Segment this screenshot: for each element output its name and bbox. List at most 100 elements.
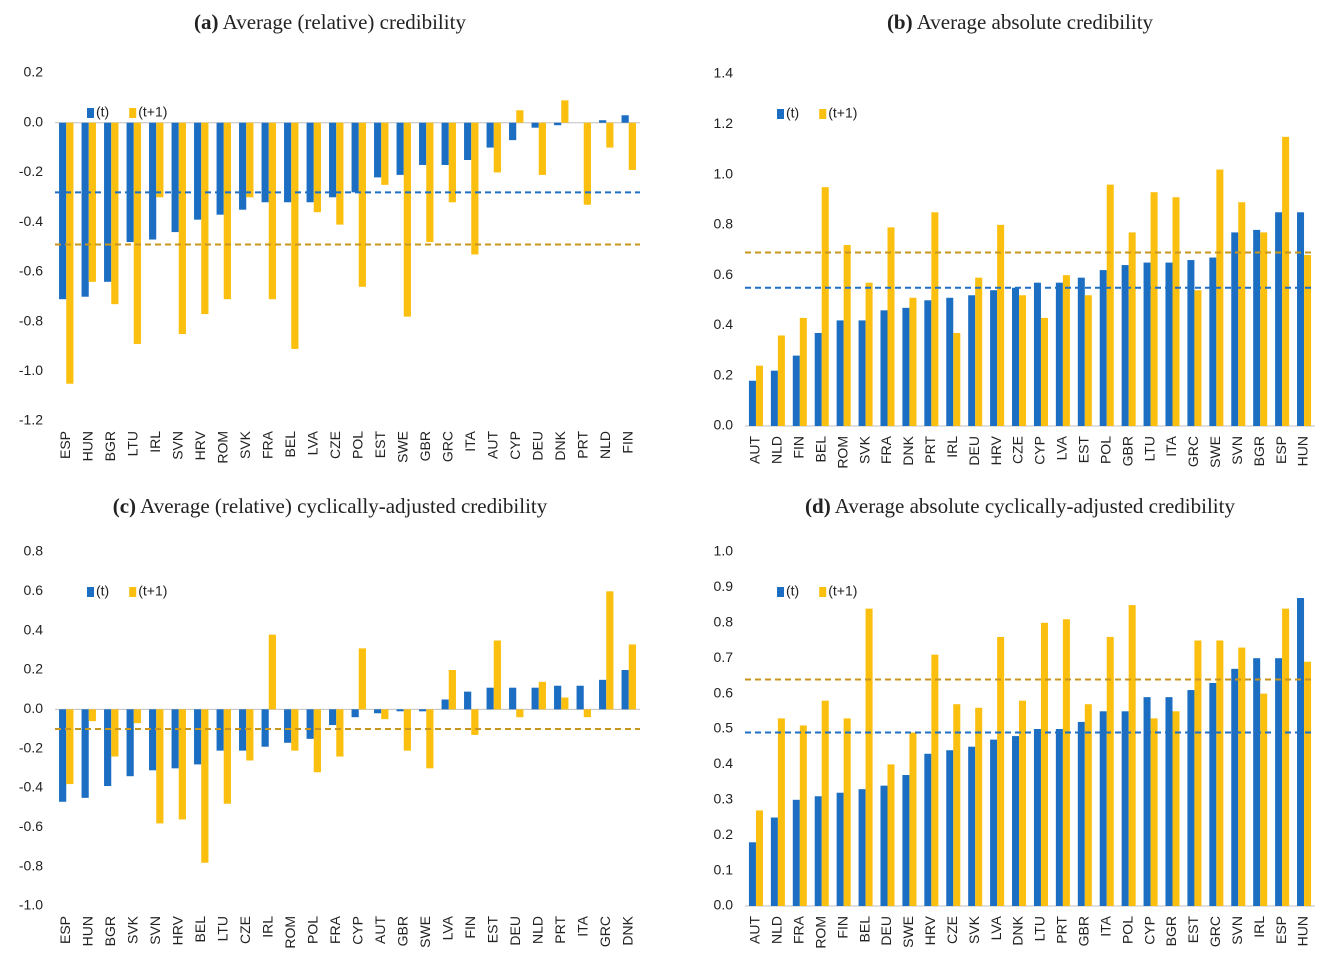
x-tick-label: FRA: [878, 435, 894, 464]
bar: [1165, 697, 1173, 906]
y-tick-label: 0.8: [24, 543, 44, 559]
bar: [516, 110, 524, 123]
bar: [336, 122, 344, 225]
bar: [880, 310, 888, 426]
bar: [531, 122, 539, 128]
bar: [419, 709, 427, 712]
bar: [1033, 729, 1041, 906]
bar: [486, 687, 494, 710]
x-tick-label: LTU: [1141, 436, 1157, 461]
y-tick-label: 0.2: [714, 826, 734, 842]
x-tick-label: ITA: [1163, 435, 1179, 456]
bar: [464, 122, 472, 160]
x-tick-label: ESP: [1273, 916, 1289, 944]
x-tick-label: BGR: [102, 431, 118, 461]
bar: [975, 277, 983, 426]
x-tick-label: NLD: [769, 916, 785, 944]
y-tick-label: -1.2: [19, 412, 43, 428]
x-tick-label: PRT: [574, 431, 590, 459]
bar: [104, 709, 112, 787]
bar: [149, 122, 157, 240]
bar: [1253, 229, 1261, 426]
bar: [1209, 682, 1217, 906]
y-tick-label: 0.0: [24, 700, 44, 716]
bar: [313, 122, 321, 213]
y-tick-label: -0.4: [19, 779, 43, 795]
bar: [1019, 700, 1027, 906]
bar: [1187, 690, 1195, 906]
x-tick-label: GRC: [1185, 436, 1201, 467]
bar: [441, 699, 449, 710]
legend-label: (t): [96, 583, 109, 599]
bar: [1077, 277, 1085, 426]
bar: [1172, 711, 1180, 906]
bar: [1304, 255, 1312, 426]
x-tick-label: SWE: [1207, 436, 1223, 468]
x-tick-label: BGR: [1163, 916, 1179, 946]
bar: [156, 709, 164, 824]
x-tick-label: ROM: [812, 916, 828, 949]
bar: [1019, 295, 1027, 426]
bar: [81, 709, 89, 798]
title-text: Average (relative) cyclically-adjusted c…: [140, 494, 548, 518]
bar: [291, 709, 299, 751]
bar: [1304, 661, 1312, 906]
bar: [1275, 658, 1283, 906]
bar: [990, 739, 998, 906]
y-tick-label: 0.2: [714, 366, 734, 382]
bar: [306, 122, 314, 203]
legend-swatch: [819, 587, 827, 597]
bar: [493, 122, 501, 173]
bar: [1040, 622, 1048, 906]
x-tick-label: SVN: [147, 916, 163, 945]
y-tick-label: 0.2: [24, 64, 44, 80]
x-tick-label: LVA: [304, 430, 320, 455]
x-tick-label: AUT: [747, 436, 763, 464]
bar: [351, 709, 359, 718]
bar: [133, 122, 141, 344]
x-tick-label: HRV: [169, 915, 185, 945]
x-tick-label: EST: [1185, 916, 1201, 944]
x-tick-label: SVK: [124, 915, 140, 944]
bar: [419, 122, 427, 165]
bar: [599, 120, 607, 123]
bar: [1143, 697, 1151, 906]
y-tick-label: -1.0: [19, 362, 43, 378]
x-tick-label: GBR: [394, 916, 410, 946]
bar: [1194, 290, 1202, 426]
y-tick-label: 1.2: [714, 115, 734, 131]
bar: [1238, 647, 1246, 906]
bar: [924, 300, 932, 426]
x-tick-label: DNK: [900, 435, 916, 465]
bar: [821, 187, 829, 426]
bar: [909, 297, 917, 426]
panel-label: (c): [113, 494, 136, 518]
bar: [931, 654, 939, 906]
bar: [111, 122, 119, 305]
x-tick-label: SVK: [966, 915, 982, 944]
bar: [621, 115, 629, 123]
x-tick-label: AUT: [372, 916, 388, 944]
y-tick-label: -0.6: [19, 263, 43, 279]
bar: [1143, 262, 1151, 426]
bar: [583, 122, 591, 205]
bar: [104, 122, 112, 282]
legend-swatch: [819, 109, 827, 119]
bar: [748, 842, 756, 906]
bar: [88, 709, 96, 722]
bar: [946, 297, 954, 426]
x-tick-label: DNK: [619, 915, 635, 945]
bar: [1062, 275, 1070, 426]
x-tick-label: ROM: [834, 436, 850, 469]
x-tick-label: GBR: [417, 431, 433, 461]
x-tick-label: FRA: [259, 430, 275, 459]
y-tick-label: -0.8: [19, 857, 43, 873]
y-tick-label: 0.4: [714, 316, 734, 332]
bar: [1275, 212, 1283, 426]
x-tick-label: SVK: [856, 435, 872, 464]
bar: [1084, 704, 1092, 906]
x-tick-label: LVA: [988, 915, 1004, 940]
bar: [770, 370, 778, 426]
bar: [284, 122, 292, 203]
legend-label: (t+1): [138, 583, 167, 599]
